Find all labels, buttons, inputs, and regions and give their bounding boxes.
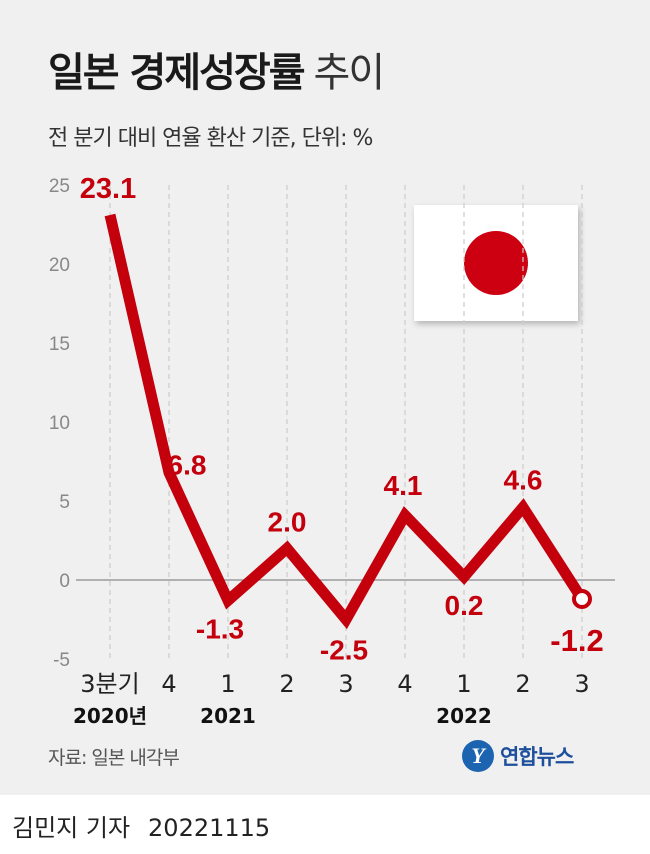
data-label: -2.5 (320, 635, 368, 666)
year-label: 2021 (200, 704, 256, 728)
last-data-point (572, 588, 592, 609)
x-tick-label: 1 (220, 670, 235, 698)
agency-logo-icon: Y (462, 740, 494, 772)
publish-date: 20221115 (148, 814, 271, 842)
y-tick-label: 15 (49, 334, 70, 355)
title-suffix: 추이 (313, 50, 386, 96)
x-tick-label: 3 (574, 670, 589, 698)
reporter-name: 김민지 기자 (12, 814, 131, 842)
chart-title: 일본 경제성장률 추이 (48, 40, 386, 98)
y-tick-label: 0 (59, 571, 70, 592)
data-label: 6.8 (168, 450, 207, 481)
data-label: -1.3 (196, 614, 244, 645)
infographic-card: 일본 경제성장률 추이 전 분기 대비 연율 환산 기준, 단위: % 25 20 1… (0, 0, 650, 795)
data-label: 23.1 (80, 173, 136, 205)
y-tick-label: -5 (53, 650, 70, 671)
x-tick-label: 2 (515, 670, 530, 698)
flag-red-disc (464, 231, 528, 295)
data-label: 2.0 (268, 506, 307, 537)
source-note: 자료: 일본 내각부 (48, 747, 180, 769)
title-main: 일본 경제성장률 (48, 50, 306, 96)
data-label: 4.6 (504, 464, 543, 495)
x-tick-label: 3분기 (80, 670, 139, 698)
data-label: 0.2 (445, 590, 484, 621)
y-tick-label: 5 (59, 492, 70, 513)
x-tick-label: 4 (397, 670, 412, 698)
series-line (104, 213, 587, 630)
japan-flag-icon (414, 205, 578, 321)
year-label: 2022 (436, 704, 492, 728)
chart-subtitle: 전 분기 대비 연율 환산 기준, 단위: % (48, 126, 373, 151)
agency-brand: Y 연합뉴스 (462, 740, 574, 772)
byline: 김민지 기자 20221115 (12, 808, 270, 843)
year-label: 2020년 (73, 704, 147, 728)
y-tick-label: 25 (49, 176, 70, 197)
x-tick-label: 2 (279, 670, 294, 698)
y-tick-label: 10 (49, 413, 70, 434)
data-label: -1.2 (550, 623, 603, 658)
x-tick-label: 1 (456, 670, 471, 698)
y-tick-label: 20 (49, 255, 70, 276)
x-tick-label: 4 (161, 670, 176, 698)
line-chart: 25 20 15 10 5 0 -5 23.1 6.8 -1.3 2.0 -2.5 4.1 0.2 4.6 -… (49, 173, 615, 728)
agency-name: 연합뉴스 (500, 745, 574, 769)
x-tick-label: 3 (338, 670, 353, 698)
data-label: 4.1 (384, 470, 423, 501)
